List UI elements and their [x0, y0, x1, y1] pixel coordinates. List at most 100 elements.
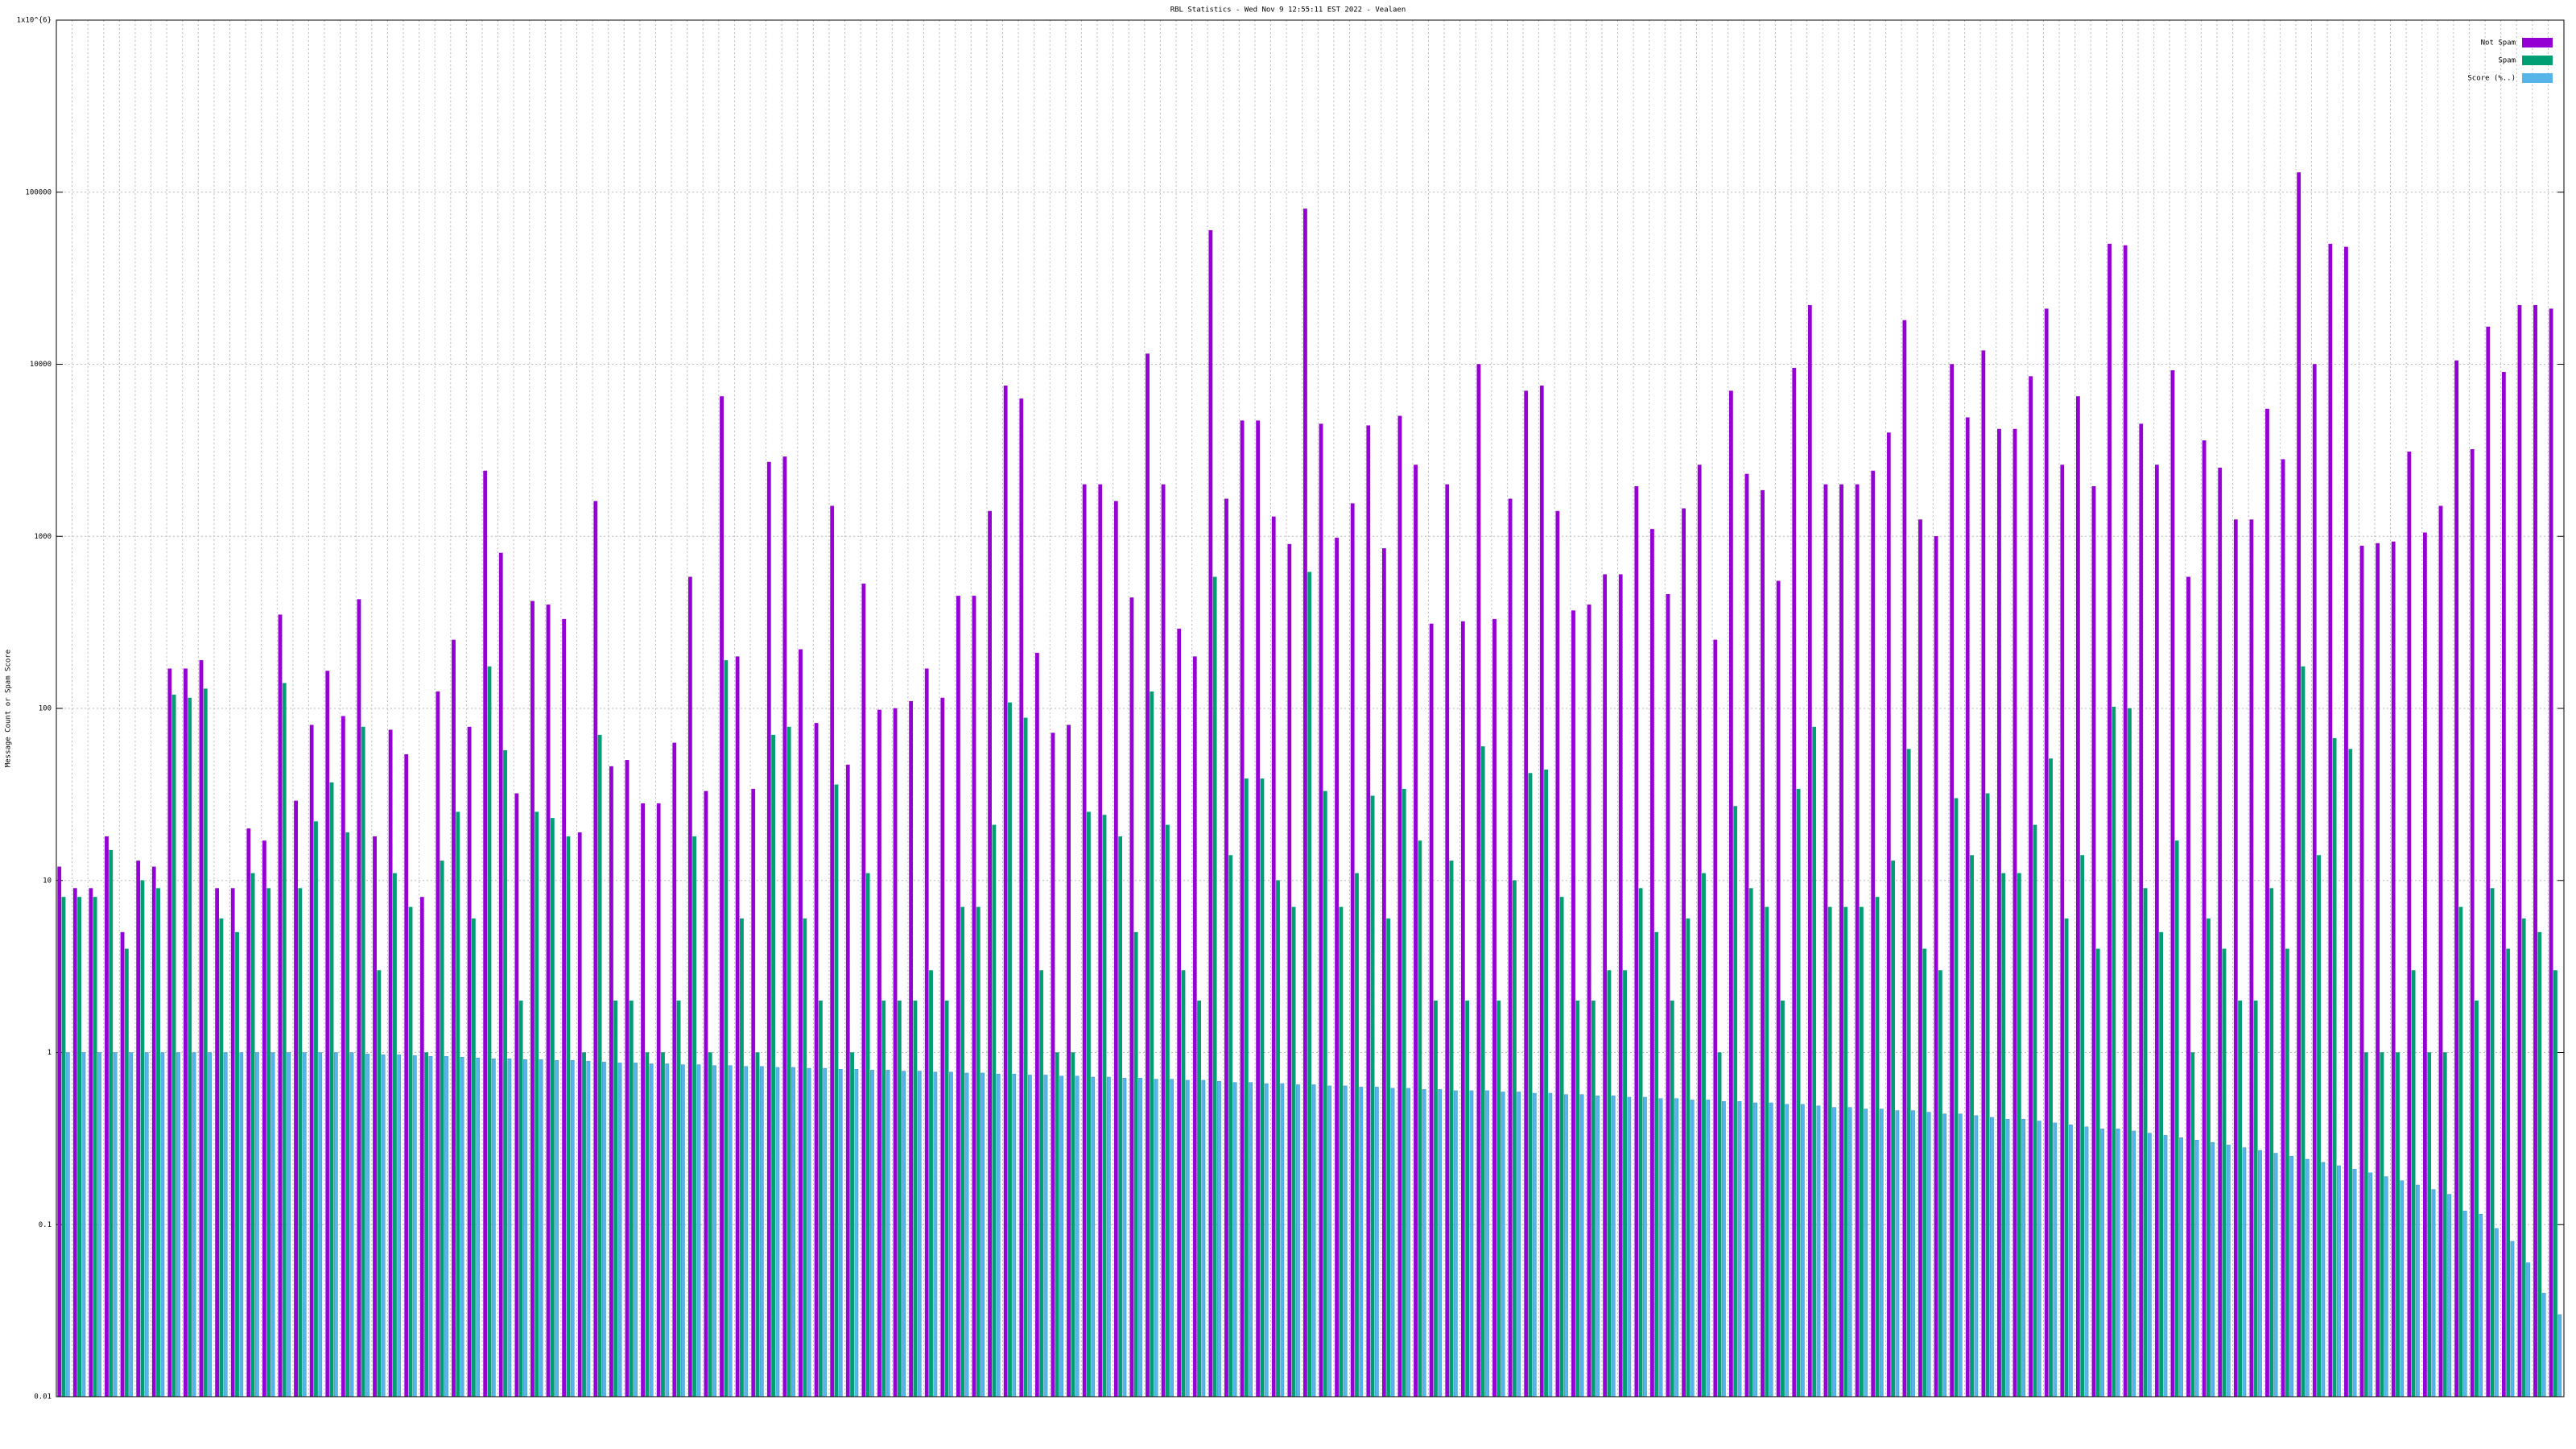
bar	[775, 1067, 780, 1397]
bar	[1587, 605, 1591, 1397]
bar	[988, 510, 992, 1397]
bar	[2265, 408, 2269, 1397]
bar	[786, 726, 791, 1397]
bar	[2005, 1119, 2010, 1397]
bar	[2170, 369, 2175, 1397]
bar	[1027, 1075, 1032, 1397]
bar	[208, 1052, 213, 1397]
bar	[704, 791, 708, 1397]
bar	[2285, 948, 2289, 1397]
bar	[566, 836, 571, 1397]
bar	[1091, 1076, 1096, 1397]
bar	[924, 668, 929, 1397]
bar	[940, 697, 945, 1397]
bar	[766, 461, 771, 1397]
bar	[1847, 1107, 1852, 1397]
bar	[1480, 746, 1485, 1397]
bar	[555, 1060, 559, 1397]
bar	[1895, 1110, 1900, 1397]
bar	[692, 836, 697, 1397]
bar	[1469, 1090, 1474, 1397]
bar	[2242, 1147, 2247, 1397]
bar	[1098, 484, 1103, 1397]
bar	[1113, 501, 1118, 1397]
bar	[262, 840, 266, 1397]
bar	[1240, 420, 1245, 1397]
bar	[144, 1052, 149, 1397]
y-axis-label: Message Count or Spam Score	[5, 650, 13, 767]
bar	[1019, 398, 1024, 1397]
bar	[665, 1063, 670, 1397]
bar	[1381, 548, 1386, 1397]
bar	[2422, 532, 2427, 1397]
bar	[2128, 708, 2132, 1397]
bar	[2427, 1052, 2432, 1397]
bar	[1785, 1104, 1790, 1397]
bar	[661, 1052, 665, 1397]
bar	[1855, 484, 1860, 1397]
bar	[2447, 1194, 2451, 1397]
bar	[491, 1058, 496, 1397]
bar	[676, 1000, 681, 1397]
bar	[2490, 888, 2495, 1397]
bar	[1311, 1084, 1316, 1397]
bar	[877, 709, 881, 1397]
bar	[546, 605, 551, 1397]
legend-label: Score (%..)	[2467, 75, 2516, 83]
bar	[176, 1052, 180, 1397]
bar	[609, 766, 613, 1397]
bar	[2407, 451, 2412, 1397]
bar	[902, 1071, 906, 1397]
bar	[246, 828, 251, 1397]
bar	[771, 734, 776, 1397]
bar	[2344, 246, 2348, 1397]
bar	[318, 1052, 323, 1397]
bar	[1717, 1052, 1722, 1397]
bar	[393, 873, 397, 1397]
bar	[613, 1000, 618, 1397]
bar	[1796, 788, 1801, 1397]
bar	[1122, 1078, 1127, 1397]
bar	[1366, 425, 1371, 1397]
bar	[270, 1052, 275, 1397]
y-tick-label: 100000	[25, 188, 52, 196]
bar	[2442, 1052, 2447, 1397]
bar	[550, 818, 555, 1397]
bar	[744, 1066, 749, 1397]
bar	[467, 726, 472, 1397]
bar	[1886, 432, 1891, 1397]
bar	[649, 1063, 654, 1397]
bar	[1422, 1089, 1426, 1397]
bar	[964, 1072, 969, 1397]
bar	[404, 753, 409, 1397]
bar	[2091, 486, 2096, 1397]
bar	[109, 849, 114, 1397]
bar	[1981, 350, 1986, 1397]
bar	[518, 1000, 523, 1397]
bar	[1071, 1052, 1075, 1397]
bar	[2470, 449, 2475, 1397]
bar	[728, 1065, 733, 1397]
bar	[1650, 529, 1654, 1397]
bar	[2458, 906, 2463, 1397]
bar	[586, 1061, 591, 1397]
bar	[870, 1070, 874, 1397]
bar	[1544, 769, 1548, 1397]
bar	[2363, 1052, 2368, 1397]
y-tick-label: 10	[43, 877, 52, 885]
bar	[625, 760, 630, 1397]
bar	[845, 764, 850, 1397]
bar	[2549, 308, 2553, 1397]
bar	[2297, 172, 2301, 1397]
bar	[1596, 1096, 1600, 1397]
bar	[65, 1052, 70, 1397]
bar	[2533, 305, 2537, 1397]
bar	[1106, 1076, 1111, 1397]
bar	[1512, 880, 1517, 1397]
bar	[712, 1065, 716, 1397]
bar	[1864, 1108, 1868, 1397]
bar	[2521, 918, 2526, 1397]
y-tick-label: 1x10^{6}	[17, 17, 52, 25]
bar	[1508, 498, 1513, 1397]
bar	[373, 836, 377, 1397]
